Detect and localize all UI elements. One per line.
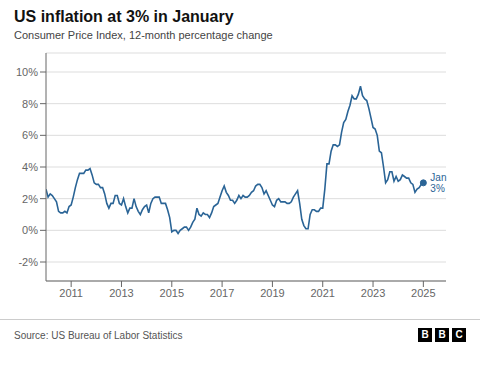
svg-text:2017: 2017 [210, 287, 234, 299]
svg-text:0%: 0% [22, 224, 38, 236]
svg-text:8%: 8% [22, 98, 38, 110]
svg-text:4%: 4% [22, 161, 38, 173]
html-text:B: B [438, 329, 446, 340]
html-text:C: C [455, 329, 463, 340]
svg-text:2021: 2021 [310, 287, 334, 299]
svg-text:2%: 2% [22, 193, 38, 205]
html-text:B: B [421, 329, 429, 340]
svg-text:2025: 2025 [411, 287, 435, 299]
svg-text:2013: 2013 [109, 287, 133, 299]
svg-text:6%: 6% [22, 129, 38, 141]
svg-text:2011: 2011 [59, 287, 83, 299]
svg-text:2015: 2015 [160, 287, 184, 299]
html-text:Consumer Price Index, 12-month: Consumer Price Index, 12-month percentag… [14, 29, 273, 41]
html-text:US inflation at 3% in January: US inflation at 3% in January [14, 8, 234, 25]
svg-text:2023: 2023 [361, 287, 385, 299]
svg-text:Jan3%: Jan3% [430, 172, 446, 194]
svg-text:10%: 10% [16, 66, 38, 78]
svg-text:-2%: -2% [18, 256, 38, 268]
svg-text:2019: 2019 [260, 287, 284, 299]
html-text:Source: US Bureau of Labor Sta: Source: US Bureau of Labor Statistics [14, 329, 183, 341]
